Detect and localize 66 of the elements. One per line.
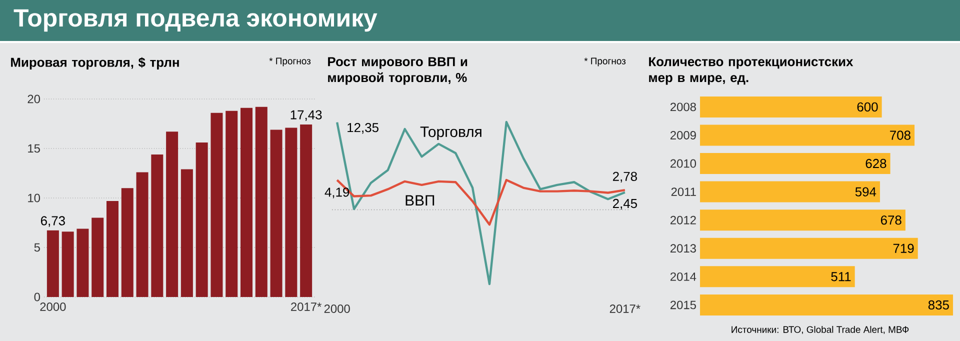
- bar: [300, 124, 312, 297]
- data-label: 6,73: [40, 216, 65, 227]
- data-label: 17,43: [290, 110, 322, 121]
- x-tick-label: 2017*: [610, 304, 640, 313]
- bar: [180, 169, 193, 297]
- bar: [285, 128, 298, 297]
- bar: [700, 238, 918, 259]
- bar: [255, 106, 268, 297]
- y-tick-label: 2010: [670, 159, 696, 168]
- series-label: ВВП: [406, 195, 434, 206]
- y-tick-label: 2011: [671, 188, 696, 196]
- bar: [121, 188, 134, 297]
- data-label: 2,45: [612, 198, 637, 210]
- bar: [76, 228, 89, 297]
- chart-title: Рост мирового ВВП и мировой торговли, %: [328, 57, 468, 85]
- bar: [700, 153, 890, 174]
- y-tick-label: 15: [28, 144, 40, 153]
- x-tick-label: 2000: [324, 304, 350, 313]
- y-tick-label: 5: [34, 243, 40, 252]
- data-label: 594: [855, 187, 876, 196]
- x-tick-label: 2017*: [291, 302, 322, 311]
- chart-title: Торговля подвела экономику: [14, 9, 378, 32]
- series-label: Торговля: [420, 126, 482, 140]
- data-label: 678: [880, 216, 902, 225]
- bar: [700, 124, 915, 146]
- x-tick-label: 2000: [40, 302, 66, 311]
- bar: [226, 110, 238, 297]
- text: Источники: ВТО, Global Trade Alert, МВФ: [732, 326, 909, 334]
- data-label: 511: [831, 272, 851, 282]
- bar: [700, 181, 880, 202]
- data-label: 2,78: [612, 172, 637, 183]
- y-tick-label: 2009: [670, 131, 696, 140]
- y-tick-label: 2013: [670, 244, 696, 253]
- y-tick-label: 2014: [670, 272, 696, 281]
- data-label: 719: [893, 244, 914, 253]
- data-label: 628: [866, 158, 886, 168]
- text: * Прогноз: [584, 58, 626, 66]
- bar: [92, 218, 104, 297]
- y-tick-label: 2008: [670, 102, 696, 112]
- bar: [106, 200, 118, 297]
- data-label: 708: [890, 130, 910, 140]
- bar: [166, 132, 178, 297]
- y-tick-label: 0: [34, 292, 40, 302]
- bar: [62, 232, 74, 297]
- text: * Прогноз: [269, 58, 311, 66]
- bar: [46, 230, 59, 297]
- bar: [700, 210, 906, 231]
- bar: [270, 130, 282, 297]
- data-label: 835: [928, 300, 949, 310]
- bar: [240, 108, 253, 297]
- bar: [700, 294, 954, 316]
- bar: [136, 172, 148, 297]
- chart-subtitle: Мировая торговля, $ трлн: [11, 57, 179, 70]
- bar: [700, 96, 882, 118]
- y-tick-label: 20: [28, 94, 40, 104]
- data-label: 4,19: [324, 188, 350, 198]
- bar: [196, 142, 208, 297]
- y-tick-label: 2015: [670, 300, 696, 310]
- chart-title: Количество протекционистских мер в мире, ед.: [649, 57, 854, 85]
- bar: [151, 154, 164, 297]
- data-label: 12,35: [348, 122, 378, 134]
- bar: [700, 266, 855, 288]
- bar: [210, 112, 223, 297]
- y-tick-label: 2012: [670, 216, 696, 224]
- data-label: 600: [857, 102, 878, 112]
- y-tick-label: 10: [28, 194, 40, 202]
